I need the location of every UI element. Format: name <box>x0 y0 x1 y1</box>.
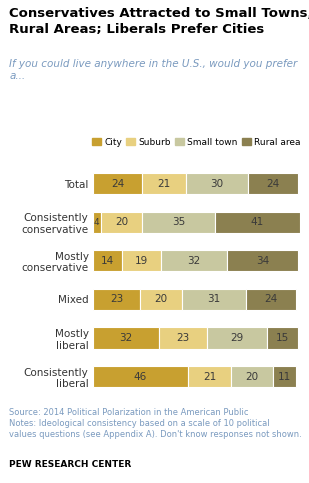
Bar <box>207 327 267 349</box>
Text: 41: 41 <box>251 217 264 227</box>
Text: 29: 29 <box>230 333 243 343</box>
Bar <box>227 250 298 271</box>
Bar <box>93 327 159 349</box>
Text: 24: 24 <box>111 179 124 188</box>
Text: 20: 20 <box>246 372 259 382</box>
Text: 20: 20 <box>115 217 128 227</box>
Text: 14: 14 <box>100 256 114 266</box>
Bar <box>101 212 142 233</box>
Bar <box>142 173 186 194</box>
Bar <box>140 289 182 310</box>
Text: Conservatives Attracted to Small Towns,
Rural Areas; Liberals Prefer Cities: Conservatives Attracted to Small Towns, … <box>9 7 309 36</box>
Text: 11: 11 <box>277 372 291 382</box>
Bar <box>246 289 296 310</box>
Legend: City, Suburb, Small town, Rural area: City, Suburb, Small town, Rural area <box>89 134 304 150</box>
Bar <box>93 173 142 194</box>
Text: Source: 2014 Political Polarization in the American Public
Notes: Ideological co: Source: 2014 Political Polarization in t… <box>9 408 302 440</box>
Text: 23: 23 <box>176 333 189 343</box>
Bar <box>159 327 207 349</box>
Bar <box>142 212 215 233</box>
Text: 4: 4 <box>94 218 100 227</box>
Text: 21: 21 <box>203 372 216 382</box>
Bar <box>273 366 296 387</box>
Bar <box>93 366 188 387</box>
Bar <box>161 250 227 271</box>
Text: 32: 32 <box>188 256 201 266</box>
Bar <box>267 327 298 349</box>
Text: 20: 20 <box>154 295 167 304</box>
Text: 31: 31 <box>207 295 220 304</box>
Text: 46: 46 <box>134 372 147 382</box>
Text: PEW RESEARCH CENTER: PEW RESEARCH CENTER <box>9 460 132 469</box>
Bar <box>122 250 161 271</box>
Bar <box>93 212 101 233</box>
Bar <box>93 250 122 271</box>
Text: 21: 21 <box>158 179 171 188</box>
Text: 23: 23 <box>110 295 123 304</box>
Text: 24: 24 <box>266 179 279 188</box>
Text: 30: 30 <box>210 179 223 188</box>
Text: 35: 35 <box>172 217 185 227</box>
Text: 24: 24 <box>264 295 277 304</box>
Text: 19: 19 <box>135 256 148 266</box>
Bar <box>188 366 231 387</box>
Bar <box>186 173 248 194</box>
Text: 15: 15 <box>276 333 289 343</box>
Bar <box>93 289 140 310</box>
Bar <box>231 366 273 387</box>
Text: If you could live anywhere in the U.S., would you prefer
a...: If you could live anywhere in the U.S., … <box>9 59 298 81</box>
Bar <box>182 289 246 310</box>
Bar <box>215 212 300 233</box>
Bar <box>248 173 298 194</box>
Text: 34: 34 <box>256 256 269 266</box>
Text: 32: 32 <box>119 333 133 343</box>
